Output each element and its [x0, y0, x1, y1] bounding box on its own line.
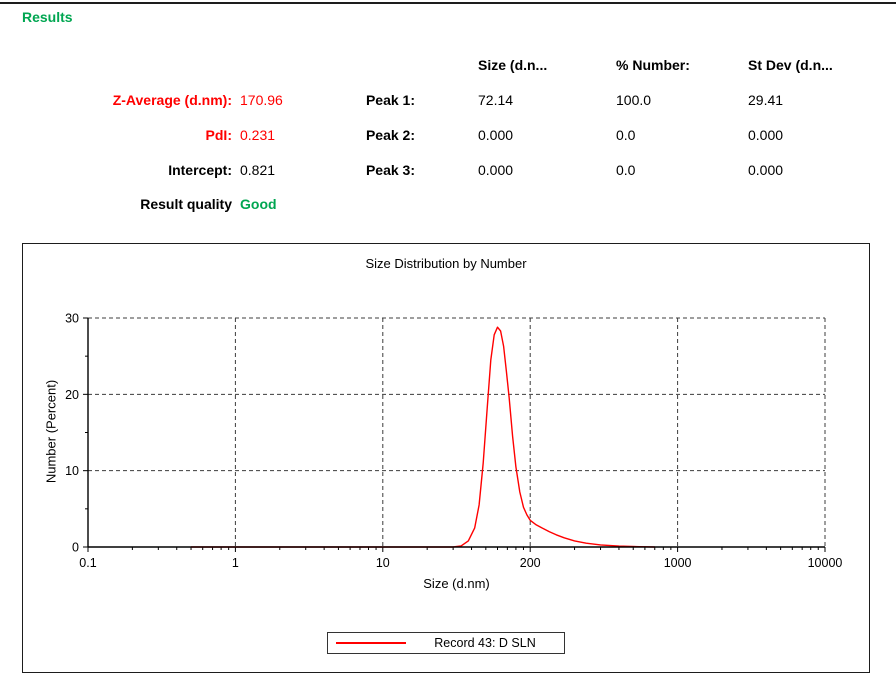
peak-1-size: 72.14 — [478, 92, 514, 108]
peak-1-number: 100.0 — [616, 92, 652, 108]
x-tick-label: 10000 — [808, 556, 843, 570]
peak-2-number: 0.0 — [616, 127, 636, 143]
chart-title: Size Distribution by Number — [365, 256, 527, 271]
z-average-label: Z-Average (d.nm): — [112, 92, 232, 108]
results-heading: Results — [22, 9, 73, 25]
z-average-value: 170.96 — [240, 92, 283, 108]
x-tick-label: 0.1 — [79, 556, 96, 570]
legend-label: Record 43: D SLN — [434, 636, 536, 650]
peak-1-label: Peak 1: — [365, 92, 415, 108]
peak-2-size: 0.000 — [478, 127, 514, 143]
y-tick-label: 30 — [65, 312, 79, 326]
result-quality-value: Good — [240, 196, 277, 212]
legend-line-sample — [336, 642, 406, 644]
stdev-col-header: St Dev (d.n... — [748, 57, 833, 73]
result-quality-label: Result quality — [140, 196, 232, 212]
x-tick-label: 200 — [520, 556, 541, 570]
pdi-value: 0.231 — [240, 127, 276, 143]
peak-2-stdev: 0.000 — [748, 127, 784, 143]
top-divider — [0, 2, 896, 4]
intercept-value: 0.821 — [240, 162, 276, 178]
chart-panel: Size Distribution by Number 0.1 1 10 200 100… — [22, 243, 870, 673]
distribution-plot: 0.1 1 10 200 1000 10000 0 10 20 30 — [65, 312, 843, 571]
peak-1-stdev: 29.41 — [748, 92, 784, 108]
peak-3-stdev: 0.000 — [748, 162, 784, 178]
y-tick-label: 10 — [65, 464, 79, 478]
x-tick-label: 10 — [376, 556, 390, 570]
x-axis-title: Size (d.nm) — [423, 576, 490, 591]
size-col-header: Size (d.n... — [478, 57, 548, 73]
y-tick-label: 0 — [72, 541, 79, 555]
intercept-label: Intercept: — [168, 162, 232, 178]
pdi-label: PdI: — [205, 127, 232, 143]
legend-box: Record 43: D SLN — [327, 632, 565, 654]
x-tick-label: 1 — [232, 556, 239, 570]
peak-3-size: 0.000 — [478, 162, 514, 178]
peak-2-label: Peak 2: — [365, 127, 415, 143]
number-col-header: % Number: — [616, 57, 690, 73]
series-line — [191, 326, 655, 548]
y-axis-title: Number (Percent) — [43, 379, 59, 484]
y-tick-label: 20 — [65, 388, 79, 402]
x-tick-label: 1000 — [664, 556, 692, 570]
peak-3-number: 0.0 — [616, 162, 636, 178]
peak-3-label: Peak 3: — [365, 162, 415, 178]
